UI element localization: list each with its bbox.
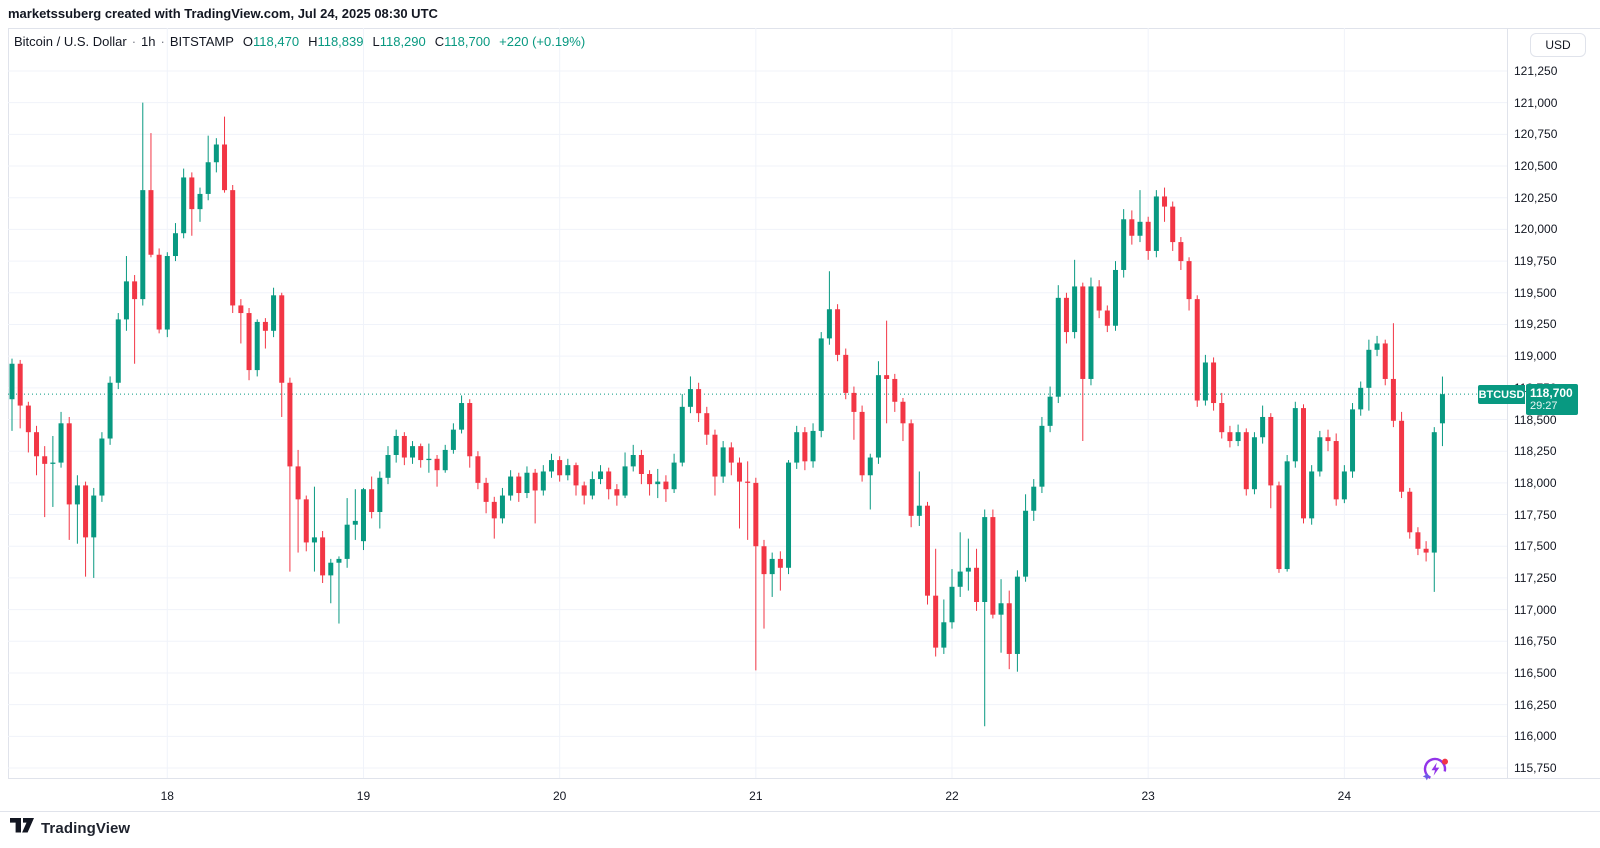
pane-top-border — [8, 28, 1600, 29]
price-axis-label: 120,500 — [1514, 159, 1558, 174]
time-axis-label: 22 — [945, 789, 959, 803]
price-axis-label: 121,000 — [1514, 95, 1558, 110]
price-axis-label: 120,000 — [1514, 222, 1558, 237]
low-value: 118,290 — [379, 34, 426, 49]
price-axis-label: 118,500 — [1514, 412, 1557, 427]
price-axis-label: 120,750 — [1514, 127, 1558, 142]
price-axis-label: 116,000 — [1514, 729, 1557, 744]
low-label: L — [372, 34, 380, 49]
time-axis-label: 18 — [160, 789, 174, 803]
current-price-value: 118,700 — [1530, 386, 1573, 401]
close-value: 118,700 — [444, 34, 491, 49]
price-axis-label: 119,500 — [1514, 285, 1557, 300]
price-axis-label: 116,500 — [1514, 665, 1557, 680]
time-axis-label: 19 — [356, 789, 371, 803]
current-price-label: 118,700 29:27 — [1526, 384, 1578, 416]
tradingview-logo[interactable]: TradingView — [10, 818, 130, 838]
time-axis-label: 24 — [1337, 789, 1352, 803]
high-value: 118,839 — [317, 34, 364, 49]
tradingview-logo-icon — [10, 818, 34, 838]
high-label: H — [308, 34, 318, 49]
price-axis-label: 118,250 — [1514, 444, 1557, 459]
symbol-title: Bitcoin / U.S. Dollar — [14, 34, 127, 49]
price-axis-label: 118,000 — [1514, 475, 1557, 490]
open-label: O — [242, 34, 254, 49]
footer-separator — [0, 811, 1600, 812]
interval-label: 1h — [141, 34, 156, 49]
bar-countdown: 29:27 — [1530, 400, 1558, 413]
time-axis-label: 23 — [1141, 789, 1155, 803]
price-axis-label: 119,750 — [1514, 254, 1557, 269]
flash-icon — [1420, 757, 1452, 789]
time-axis-label: 21 — [749, 789, 763, 803]
currency-toggle-button[interactable]: USD — [1530, 33, 1586, 57]
price-axis-label: 117,500 — [1514, 539, 1557, 554]
price-axis-label: 117,750 — [1514, 507, 1557, 522]
open-value: 118,470 — [253, 34, 300, 49]
attribution-text: marketssuberg created with TradingView.c… — [8, 6, 438, 21]
price-axis-label: 119,250 — [1514, 317, 1557, 332]
price-axis-label: 116,250 — [1514, 697, 1557, 712]
pane-left-border — [8, 28, 9, 778]
price-axis-label: 119,000 — [1514, 349, 1557, 364]
close-label: C — [434, 34, 445, 49]
price-axis-label: 121,250 — [1514, 64, 1558, 78]
flash-alert-button[interactable] — [1420, 753, 1452, 785]
symbol-price-tag: BTCUSD — [1478, 385, 1525, 405]
price-axis-label: 116,750 — [1514, 634, 1557, 649]
time-axis-label: 20 — [552, 789, 567, 803]
time-axis-border[interactable] — [8, 778, 1600, 779]
tradingview-logo-text: TradingView — [41, 819, 131, 837]
change-value: +220 (+0.19%) — [499, 34, 586, 49]
price-axis-label: 120,250 — [1514, 190, 1558, 205]
price-axis-label: 117,250 — [1514, 570, 1557, 585]
price-axis-label: 117,000 — [1514, 602, 1557, 617]
symbol-legend: Bitcoin / U.S. Dollar · 1h · BITSTAMP O118,47… — [14, 34, 586, 49]
exchange-label: BITSTAMP — [169, 34, 234, 49]
price-axis-label: 115,750 — [1514, 761, 1557, 775]
